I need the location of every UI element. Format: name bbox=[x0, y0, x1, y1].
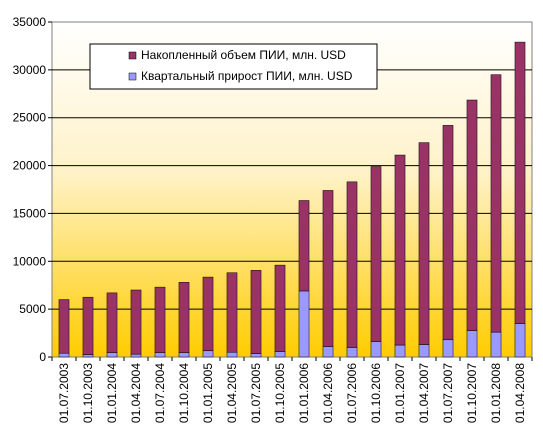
bar-quarterly-increase bbox=[418, 344, 430, 358]
bar-quarterly-increase bbox=[490, 331, 502, 358]
x-tick-label: 01.07.2006 bbox=[345, 363, 359, 423]
bar-quarterly-increase bbox=[442, 339, 454, 358]
bar-cumulative-volume bbox=[490, 74, 502, 333]
y-tick-label: 15000 bbox=[13, 206, 47, 220]
y-axis: 0 5000 10000 15000 20000 25000 30000 35000 bbox=[13, 15, 52, 364]
x-tick-label: 01.07.2003 bbox=[57, 363, 71, 423]
x-tick-label: 01.04.2007 bbox=[417, 363, 431, 423]
x-tick-label: 01.01.2008 bbox=[489, 363, 503, 423]
bar-quarterly-increase bbox=[178, 352, 190, 358]
bar-cumulative-volume bbox=[178, 282, 190, 353]
legend-box bbox=[89, 43, 378, 90]
bar-cumulative-volume bbox=[58, 299, 70, 354]
bar-quarterly-increase bbox=[154, 352, 166, 358]
x-tick-label: 01.04.2005 bbox=[225, 363, 239, 423]
bar-cumulative-volume bbox=[322, 190, 334, 347]
x-tick-label: 01.04.2008 bbox=[513, 363, 527, 423]
bar-quarterly-increase bbox=[58, 352, 70, 358]
x-tick-label: 01.10.2005 bbox=[273, 363, 287, 423]
bars bbox=[58, 41, 526, 358]
legend-swatch-cumulative bbox=[128, 51, 137, 60]
bar-quarterly-increase bbox=[370, 341, 382, 358]
bar-quarterly-increase bbox=[82, 354, 94, 358]
x-tick-label: 01.07.2004 bbox=[153, 363, 167, 423]
x-tick-label: 01.07.2007 bbox=[441, 363, 455, 423]
y-tick-label: 20000 bbox=[13, 159, 47, 173]
bar-cumulative-volume bbox=[370, 166, 382, 342]
y-tick-label: 35000 bbox=[13, 15, 47, 29]
bar-cumulative-volume bbox=[298, 200, 310, 292]
bar-quarterly-increase bbox=[346, 347, 358, 358]
bar-quarterly-increase bbox=[130, 353, 142, 358]
y-tick-label: 25000 bbox=[13, 111, 47, 125]
x-tick-label: 01.01.2005 bbox=[201, 363, 215, 423]
bar-cumulative-volume bbox=[250, 270, 262, 354]
bar-cumulative-volume bbox=[202, 276, 214, 352]
bar-cumulative-volume bbox=[106, 292, 118, 353]
bar-cumulative-volume bbox=[130, 289, 142, 355]
bar-cumulative-volume bbox=[226, 272, 238, 353]
legend: Накопленный объем ПИИ, млн. USD Кварталь… bbox=[89, 43, 378, 90]
x-tick-label: 01.01.2004 bbox=[105, 363, 119, 423]
y-tick-label: 30000 bbox=[13, 63, 47, 77]
bar-cumulative-volume bbox=[514, 41, 526, 324]
bar-quarterly-increase bbox=[322, 346, 334, 358]
x-tick-label: 01.04.2004 bbox=[129, 363, 143, 423]
x-tick-label: 01.01.2007 bbox=[393, 363, 407, 423]
bar-cumulative-volume bbox=[394, 154, 406, 346]
bar-quarterly-increase bbox=[250, 353, 262, 358]
bar-quarterly-increase bbox=[226, 351, 238, 358]
bar-quarterly-increase bbox=[274, 351, 286, 358]
legend-label-quarterly: Квартальный прирост ПИИ, млн. USD bbox=[141, 69, 353, 83]
x-tick-label: 01.07.2005 bbox=[249, 363, 263, 423]
bar-quarterly-increase bbox=[202, 350, 214, 358]
x-tick-label: 01.10.2003 bbox=[81, 363, 95, 423]
bar-cumulative-volume bbox=[466, 99, 478, 331]
legend-swatch-quarterly bbox=[128, 72, 137, 81]
x-tick-label: 01.10.2006 bbox=[369, 363, 383, 423]
bar-quarterly-increase bbox=[106, 352, 118, 358]
bar-quarterly-increase bbox=[514, 323, 526, 358]
x-tick-label: 01.10.2007 bbox=[465, 363, 479, 423]
y-tick-label: 5000 bbox=[19, 302, 46, 316]
bar-cumulative-volume bbox=[418, 142, 430, 345]
bar-cumulative-volume bbox=[346, 181, 358, 348]
y-tick-label: 10000 bbox=[13, 254, 47, 268]
bar-cumulative-volume bbox=[442, 125, 454, 341]
x-axis: 01.07.2003 01.10.2003 01.01.2004 01.04.2004… bbox=[51, 357, 533, 423]
legend-label-cumulative: Накопленный объем ПИИ, млн. USD bbox=[141, 48, 346, 62]
bar-quarterly-increase bbox=[466, 330, 478, 358]
x-tick-label: 01.01.2006 bbox=[297, 363, 311, 423]
bar-cumulative-volume bbox=[82, 296, 94, 355]
bar-cumulative-volume bbox=[154, 286, 166, 353]
y-tick-label: 0 bbox=[39, 350, 46, 364]
bar-cumulative-volume bbox=[274, 264, 286, 352]
x-tick-label: 01.10.2004 bbox=[177, 363, 191, 423]
x-tick-label: 01.04.2006 bbox=[321, 363, 335, 423]
bar-quarterly-increase bbox=[298, 290, 310, 358]
bar-quarterly-increase bbox=[394, 344, 406, 358]
